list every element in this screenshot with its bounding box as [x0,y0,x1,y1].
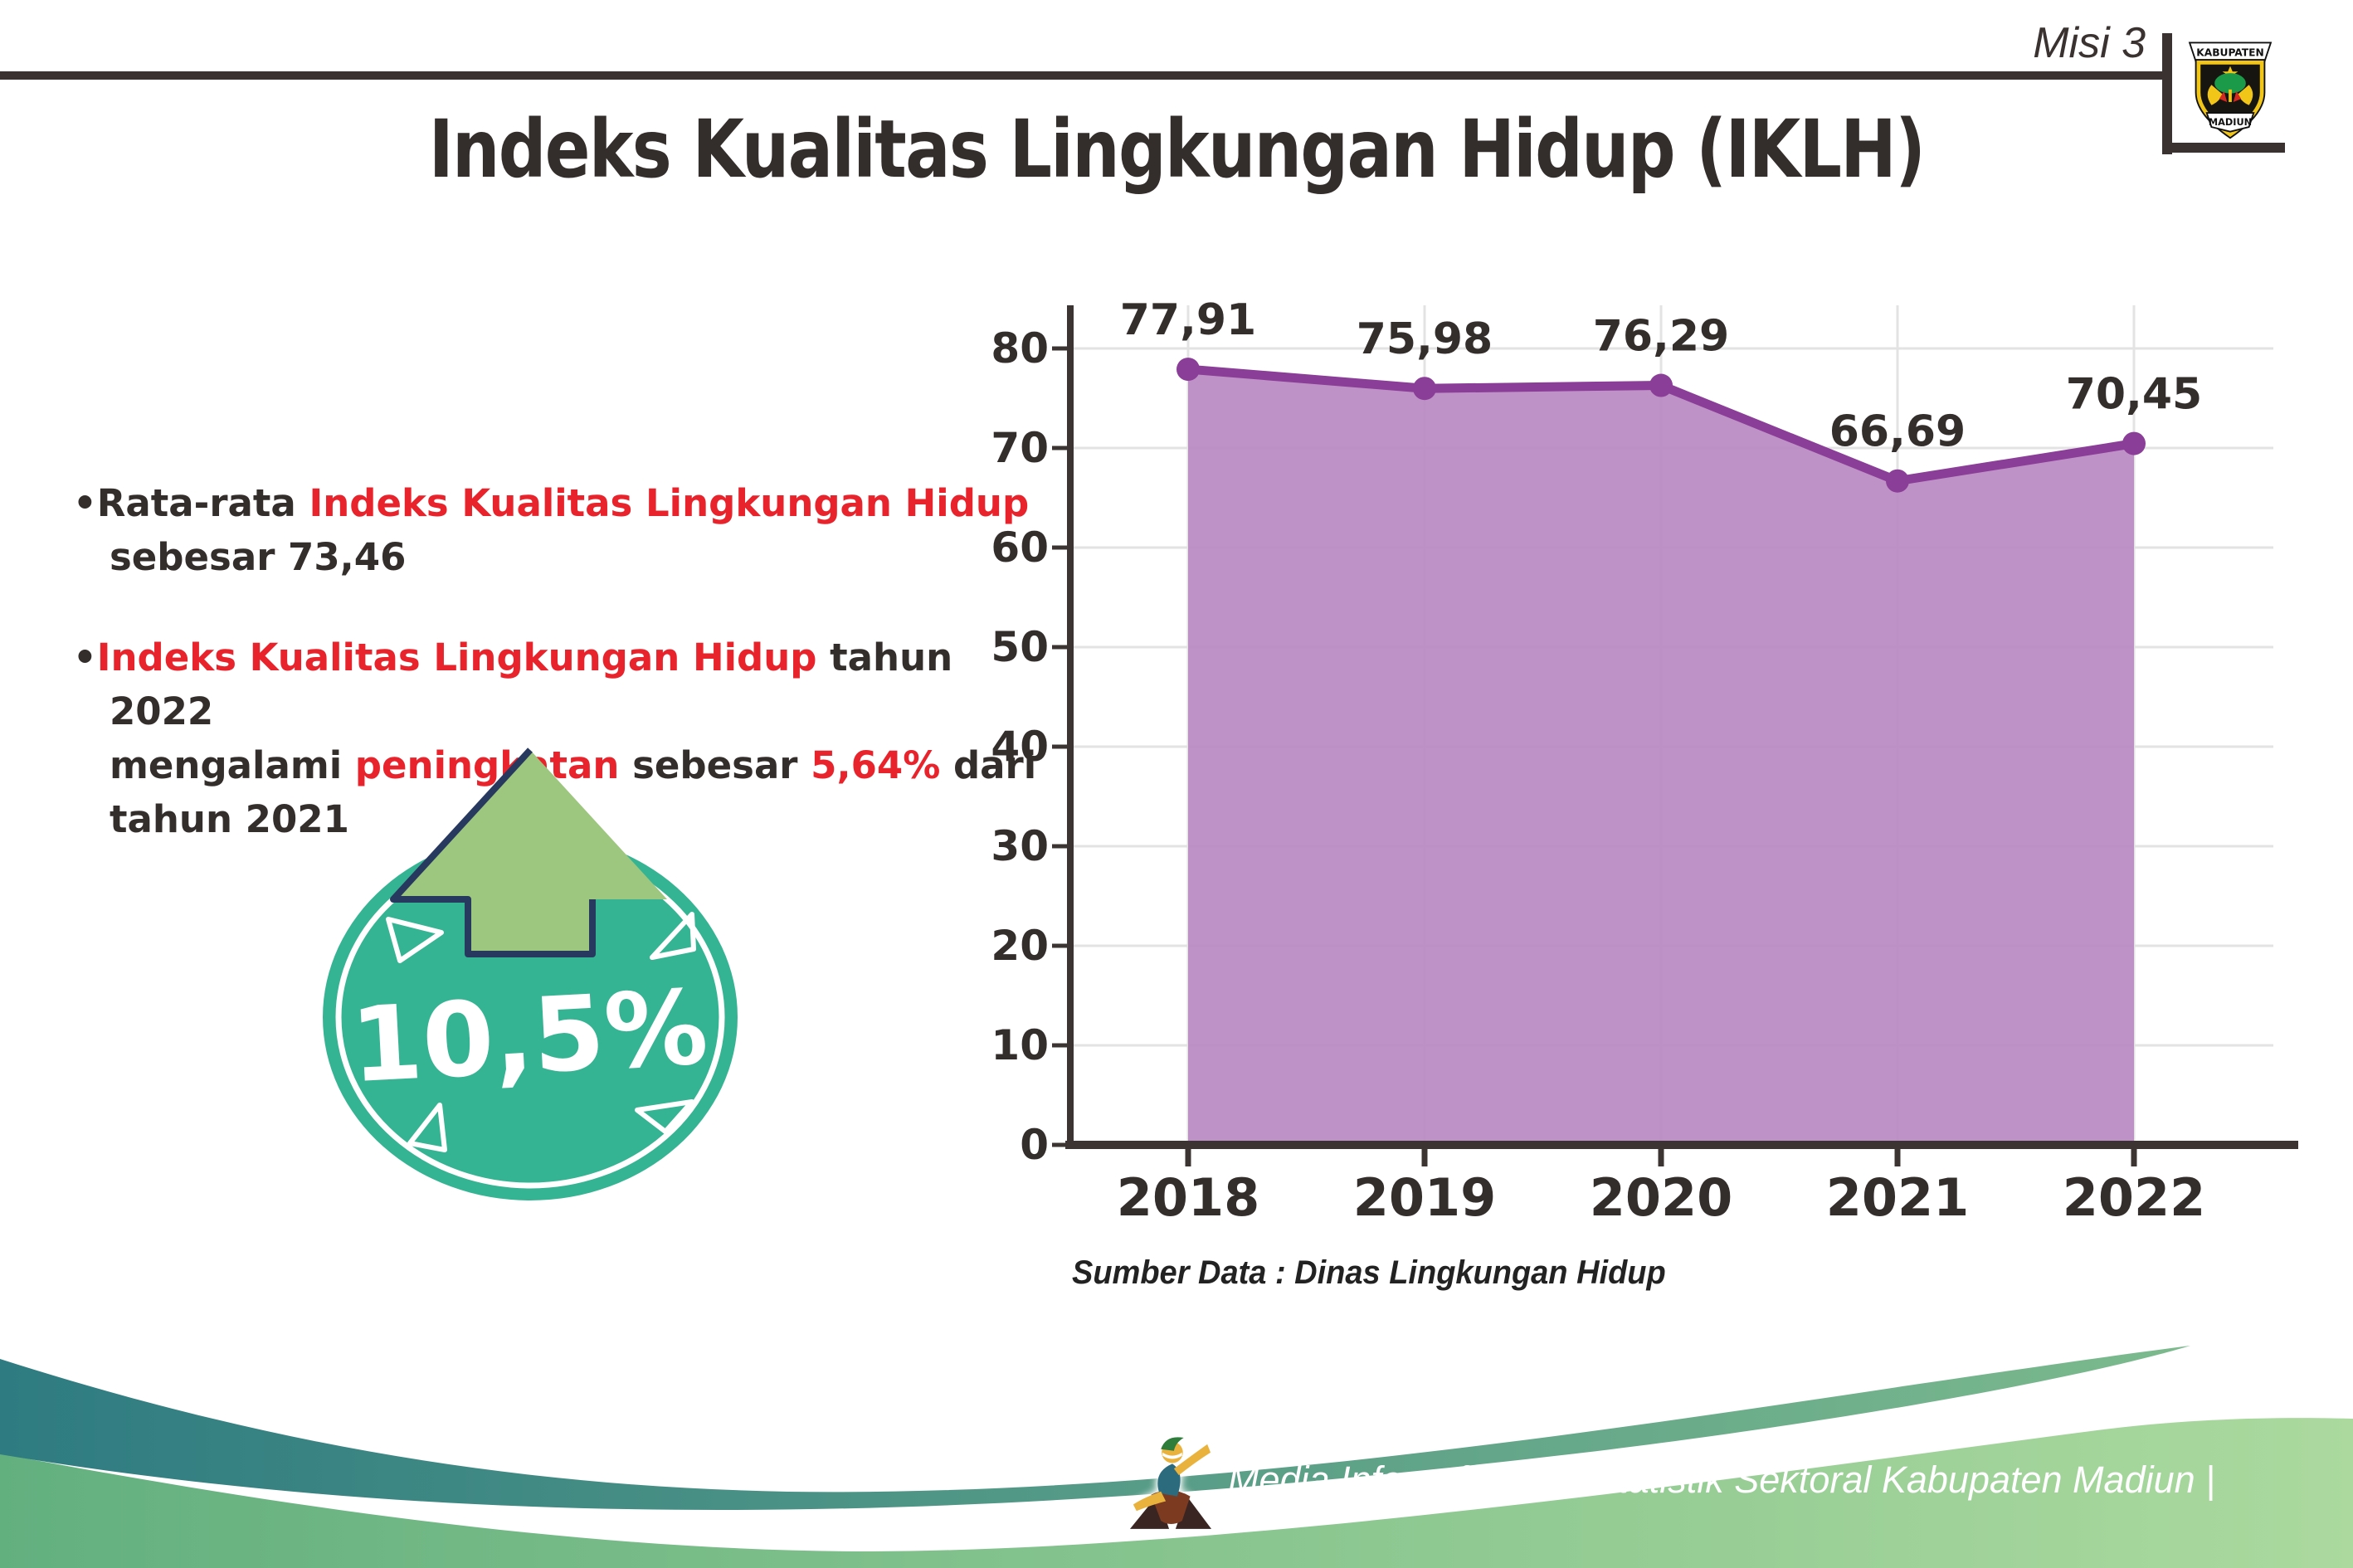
badge-circle [323,834,738,1200]
footer-waves [0,1346,2353,1568]
chart-area [1188,369,2134,1145]
logo-left-wing-icon [2207,85,2223,105]
logo-bracket-vertical [2162,33,2172,154]
bullet-text-segment: Indeks Kualitas Lingkungan Hidup [309,481,1030,525]
bullet-text-segment: Indeks Kualitas Lingkungan Hidup [96,635,817,679]
x-tick-label: 2018 [1117,1167,1260,1228]
sparkle-triangle-ne-icon [650,912,696,960]
up-arrow-icon [393,750,667,954]
y-tick-label: 70 [991,424,1049,472]
x-tick-label: 2019 [1353,1167,1497,1228]
iklh-chart: 0 10 20 30 40 50 60 70 80 2018 2019 2020 2021 2022 77,… [979,295,2307,1334]
bullet-item: •Rata-rata Indeks Kualitas Lingkungan Hi… [73,476,1052,585]
y-tick-label: 10 [991,1021,1049,1069]
footer-caption: Media Infografis Data Statistik Sektoral… [1228,1458,2215,1501]
bullet-list: •Rata-rata Indeks Kualitas Lingkungan Hi… [73,476,1052,893]
data-point [1413,377,1436,401]
logo-right-flame [2233,90,2242,102]
up-arrow-outline [390,747,596,957]
bullet-text-segment: sebesar 73,46 [110,535,407,580]
page-title: Indeks Kualitas Lingkungan Hidup (IKLH) [428,103,1926,196]
bullet-text-segment: Rata-rata [96,481,309,525]
data-label: 75,98 [1357,314,1493,364]
header-divider [0,71,2167,80]
logo-bottom-ribbon [2205,112,2255,133]
y-tick-label: 30 [991,822,1049,870]
kabupaten-madiun-logo-icon: KABUPATEN MADIUN [2188,41,2273,139]
data-label: 77,91 [1120,297,1256,345]
badge-value: 10,5% [348,968,710,1106]
footer-wave-teal [0,1346,2190,1511]
bullet-text-segment: peningkatan [354,743,620,787]
sparkle-triangle-se-icon [635,1099,694,1134]
sparkle-triangle-sw-icon [407,1103,447,1152]
logo-tree-icon [2214,73,2246,94]
y-tick-label: 0 [1020,1121,1049,1169]
area-chart: 0 10 20 30 40 50 60 70 80 2018 2019 2020 2021 2022 77,… [991,295,2298,1228]
data-label: 70,45 [2066,370,2202,420]
logo-tree-trunk [2229,89,2232,102]
x-tick-label: 2021 [1826,1167,1970,1228]
bullet-item: •Indeks Kualitas Lingkungan Hidup tahun … [73,631,1052,847]
y-tick-label: 80 [991,324,1049,373]
data-point [1176,358,1200,382]
data-point [1886,469,1909,493]
bullet-text-segment: dari tahun 2021 [110,743,1037,842]
sparkle-triangle-nw-icon [386,917,444,963]
y-tick-label: 20 [991,922,1049,970]
data-label: 76,29 [1593,312,1729,362]
data-label: 66,69 [1829,407,1966,457]
logo-left-flame [2219,90,2228,102]
logo-bottom-text: MADIUN [2209,117,2252,128]
logo-bracket-horizontal [2162,143,2285,153]
bullet-text-segment: sebesar [619,743,811,787]
y-tick-label: 40 [991,723,1049,771]
logo-top-text: KABUPATEN [2196,46,2263,58]
data-point [2122,431,2146,455]
x-tick-label: 2022 [2063,1167,2206,1228]
data-point [1649,373,1673,397]
logo-right-wing-icon [2238,85,2253,105]
y-tick-label: 60 [991,523,1049,572]
data-source-note: Sumber Data : Dinas Lingkungan Hidup [1072,1254,1666,1291]
increase-badge: 10,5% [323,747,738,1200]
x-tick-label: 2020 [1590,1167,1733,1228]
bullet-text-segment: 5,64% [811,743,941,787]
bullet-dot: • [73,635,97,679]
misi-label: Misi 3 [2033,19,2146,67]
bullet-dot: • [73,481,97,525]
mascot-icon [1129,1437,1212,1529]
footer-wave-green [0,1418,2353,1568]
bullet-text-segment: tahun 2022 mengalami [110,635,953,788]
y-tick-label: 50 [991,623,1049,671]
